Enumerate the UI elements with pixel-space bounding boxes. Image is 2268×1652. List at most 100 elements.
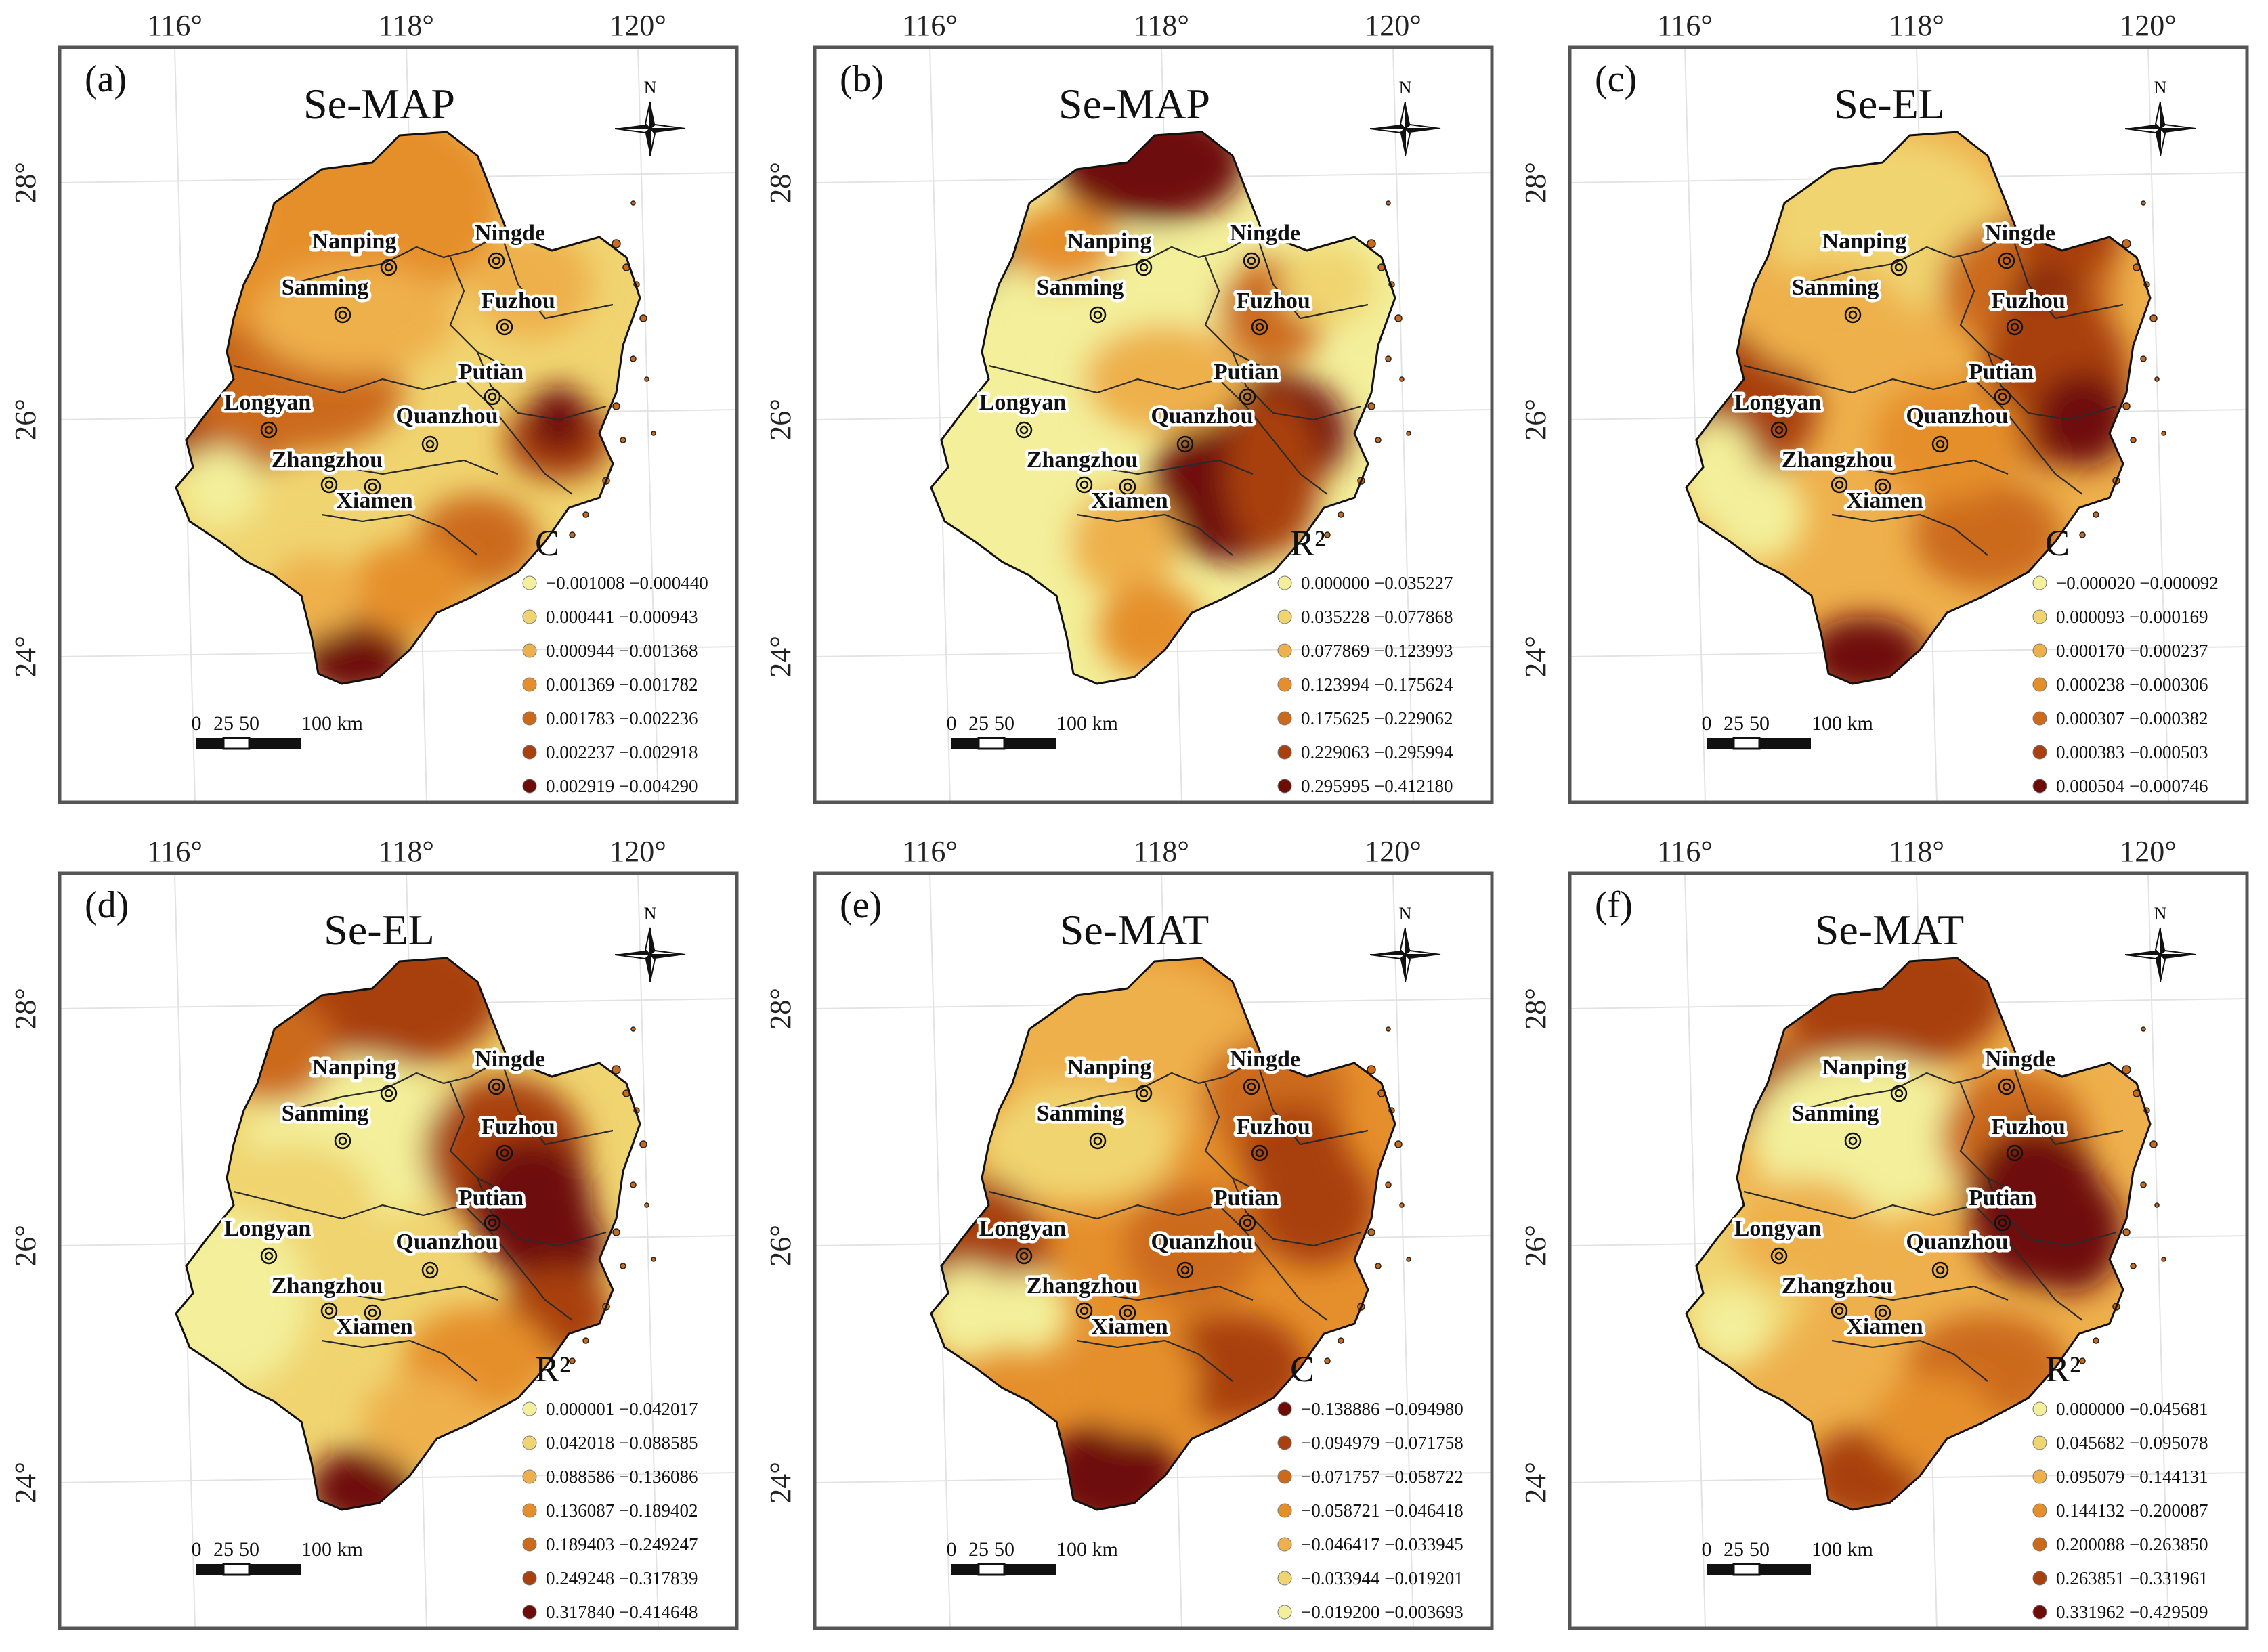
island — [644, 376, 649, 382]
city-marker-icon — [1243, 392, 1252, 401]
scale-label: 50 — [994, 712, 1014, 735]
north-arrow-icon — [2124, 954, 2162, 960]
city-marker-icon — [380, 1085, 398, 1102]
city-boundary — [1076, 513, 1233, 556]
legend-entry: 0.175625 −0.229062 — [1301, 708, 1453, 729]
city-marker-icon — [421, 435, 439, 453]
city-marker-icon — [1089, 1132, 1107, 1150]
city-label: Fuzhou — [1991, 288, 2066, 313]
scale-segment — [222, 737, 251, 750]
city-label: Zhangzhou — [272, 1274, 383, 1299]
island — [1399, 376, 1405, 382]
north-arrow-icon — [648, 123, 686, 129]
island — [644, 1202, 649, 1208]
legend-swatch — [522, 1503, 537, 1518]
island — [1394, 1140, 1403, 1148]
city-nanping: Nanping — [1819, 1052, 1910, 1102]
lon-tick-116: 116° — [147, 835, 202, 868]
island — [1406, 1257, 1411, 1262]
island — [1385, 1181, 1392, 1188]
city-quanzhou: Quanzhou — [393, 1227, 501, 1279]
island — [2093, 1337, 2099, 1344]
city-marker-icon — [2010, 1148, 2019, 1158]
north-arrow-icon: N — [614, 78, 686, 156]
north-arrow-icon — [2160, 127, 2166, 156]
panel-title: Se-MAT — [1060, 906, 1209, 954]
city-boundary — [476, 351, 607, 421]
city-label: Zhangzhou — [272, 448, 383, 473]
legend-entry: 0.042018 −0.088585 — [546, 1433, 698, 1453]
north-arrow-icon — [650, 129, 685, 133]
legend-swatch — [1277, 745, 1292, 760]
scale-bar: 0 25 50 100 km — [1702, 1538, 1873, 1576]
island — [630, 200, 636, 206]
panel-title: Se-MAP — [1058, 80, 1210, 128]
city-marker-icon — [1135, 259, 1153, 276]
city-label: Xiamen — [336, 488, 412, 513]
city-marker-icon — [1239, 1214, 1256, 1232]
island — [620, 1263, 626, 1269]
city-boundary — [1831, 513, 1988, 556]
legend-entry: 0.002237 −0.002918 — [546, 742, 698, 762]
city-quanzhou: Quanzhou — [1903, 401, 2011, 453]
legend-swatch — [522, 779, 537, 794]
north-arrow-icon — [2160, 129, 2196, 133]
island — [2093, 511, 2099, 518]
city-marker-icon — [338, 310, 347, 320]
north-arrow-icon — [2125, 125, 2160, 129]
lat-tick-26: 26° — [9, 399, 42, 441]
lat-tick-28: 28° — [1519, 162, 1552, 204]
city-label: Nanping — [1822, 1055, 1907, 1080]
north-arrow-icon — [650, 955, 685, 959]
city-label: Ningde — [475, 221, 545, 246]
legend-swatch — [2032, 643, 2047, 658]
island — [2122, 1065, 2131, 1074]
value-zone — [1253, 1144, 1375, 1266]
lat-tick-24: 24° — [1519, 636, 1552, 678]
value-zone — [254, 264, 457, 372]
legend-entry: 0.000001 −0.042017 — [546, 1399, 698, 1419]
north-arrow-icon: N — [1369, 78, 1441, 156]
value-zone — [268, 555, 362, 636]
city-label: Zhangzhou — [1027, 448, 1138, 473]
city-label: Quanzhou — [395, 1230, 498, 1255]
legend-swatch — [522, 711, 537, 726]
panel-f-svg: 116° 118° 120° 28° 26° 24° Nanping Ningde… — [1519, 835, 2249, 1630]
lon-tick-120: 120° — [2120, 835, 2177, 868]
graticule-lon — [637, 47, 659, 803]
city-label: Sanming — [282, 1101, 369, 1126]
north-arrow-icon — [650, 102, 655, 129]
city-marker-icon — [500, 322, 509, 332]
lon-tick-118: 118° — [379, 9, 434, 42]
scale-segment — [1759, 738, 1811, 749]
city-boundary — [2010, 233, 2124, 320]
panel-a: 116° 118° 120° 28° 26° 24° Nanping Ningde… — [0, 0, 745, 812]
panel-title: Se-MAP — [303, 80, 455, 128]
city-marker-icon — [1890, 259, 1908, 276]
city-boundary — [1096, 459, 1254, 475]
scale-label: 50 — [239, 1538, 259, 1561]
city-label: Sanming — [1792, 275, 1879, 300]
legend-swatch — [1277, 1605, 1292, 1620]
city-marker-icon — [1251, 318, 1268, 336]
city-label: Ningde — [1230, 1047, 1300, 1072]
north-label: N — [2154, 904, 2167, 923]
city-marker-icon — [488, 392, 497, 401]
city-marker-icon — [1831, 476, 1848, 494]
north-arrow-icon — [649, 127, 656, 156]
city-marker-icon — [1878, 482, 1887, 492]
city-marker-icon — [1844, 306, 1862, 324]
north-arrow-icon — [645, 955, 650, 982]
province-outline — [175, 131, 641, 685]
north-arrow-icon — [644, 927, 651, 957]
legend-title: R² — [1290, 523, 1325, 563]
legend-entry: −0.046417 −0.033945 — [1301, 1534, 1463, 1555]
city-boundary — [1076, 1339, 1233, 1382]
north-arrow-icon: N — [1369, 904, 1441, 982]
city-zhangzhou: Zhangzhou — [268, 1271, 386, 1320]
city-marker-icon — [488, 1218, 497, 1227]
value-zone — [1280, 244, 1375, 325]
island — [2079, 531, 2086, 538]
city-ningde: Ningde — [472, 1044, 548, 1095]
map-frame — [813, 871, 1494, 1630]
